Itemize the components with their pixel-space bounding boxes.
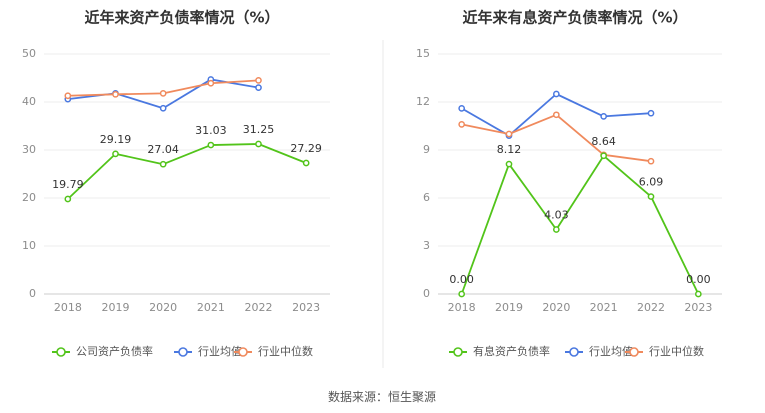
series-line — [460, 154, 700, 295]
data-label: 0.00 — [686, 273, 711, 286]
data-point — [552, 226, 560, 233]
y-tick-label: 10 — [22, 239, 36, 252]
y-tick-label: 15 — [416, 47, 430, 60]
data-label: 6.09 — [639, 176, 664, 189]
data-point — [255, 77, 262, 84]
y-tick-label: 20 — [22, 191, 36, 204]
legend-swatch-marker — [178, 347, 188, 357]
data-point — [159, 104, 167, 112]
data-point — [694, 290, 702, 298]
data-point — [255, 84, 262, 91]
data-point — [159, 160, 167, 168]
legend-swatch-marker — [238, 347, 248, 357]
data-point — [159, 90, 167, 97]
data-point — [552, 111, 560, 119]
data-label: 31.03 — [195, 124, 227, 137]
legend-label: 行业中位数 — [258, 344, 313, 358]
data-point — [302, 159, 310, 167]
data-label: 8.12 — [497, 143, 522, 156]
x-tick-label: 2020 — [542, 301, 570, 314]
x-tick-label: 2023 — [292, 301, 320, 314]
legend-swatch-marker — [569, 347, 579, 357]
legend-swatch-marker — [453, 347, 463, 357]
x-tick-label: 2019 — [495, 301, 523, 314]
data-label: 0.00 — [449, 273, 474, 286]
chart-title: 近年来有息资产负债率情况（%） — [462, 9, 687, 27]
data-point — [112, 90, 119, 98]
y-tick-label: 30 — [22, 143, 36, 156]
data-point — [64, 195, 72, 203]
x-tick-label: 2018 — [448, 301, 476, 314]
data-label: 29.19 — [100, 133, 132, 146]
chart-panel-interest-bearing: 近年来有息资产负债率情况（%） 0 3 6 9 12 15 2018 2019 2020 2021 2… — [416, 9, 722, 358]
data-point — [255, 140, 262, 148]
data-point — [505, 160, 513, 168]
legend-swatch-marker — [56, 347, 66, 357]
x-tick-label: 2022 — [245, 301, 273, 314]
data-point — [600, 113, 608, 120]
data-point — [458, 121, 466, 128]
x-tick-label: 2023 — [684, 301, 712, 314]
legend-swatch-marker — [629, 347, 639, 357]
legend-label: 公司资产负债率 — [76, 344, 153, 358]
data-point — [112, 150, 119, 158]
y-tick-label: 12 — [416, 95, 430, 108]
legend-label: 行业均值 — [589, 345, 633, 358]
y-tick-label: 3 — [423, 239, 430, 252]
data-point — [64, 92, 72, 100]
x-tick-label: 2020 — [149, 301, 177, 314]
chart-panel-asset-liability: 近年来资产负债率情况（%） 0 10 20 30 40 50 2018 2019 2020 2021… — [22, 9, 330, 358]
data-label: 31.25 — [243, 123, 275, 136]
data-label: 27.04 — [147, 143, 179, 156]
y-tick-label: 40 — [22, 95, 36, 108]
y-tick-label: 0 — [29, 287, 36, 300]
data-point — [458, 105, 466, 112]
y-tick-label: 0 — [423, 287, 430, 300]
data-label: 27.29 — [290, 142, 322, 155]
source-note: 数据来源：恒生聚源 — [328, 389, 436, 404]
data-point — [600, 152, 608, 160]
x-tick-label: 2022 — [637, 301, 665, 314]
data-point — [552, 90, 560, 98]
data-point — [207, 79, 215, 87]
data-point — [647, 157, 655, 165]
data-point — [458, 290, 466, 298]
y-tick-label: 9 — [423, 143, 430, 156]
y-tick-label: 6 — [423, 191, 430, 204]
legend-label: 行业中位数 — [649, 344, 704, 358]
legend-label: 行业均值 — [198, 345, 242, 358]
chart-title: 近年来资产负债率情况（%） — [84, 9, 279, 27]
x-tick-label: 2019 — [102, 301, 130, 314]
series-line — [461, 113, 652, 163]
data-label: 8.64 — [591, 135, 616, 148]
data-label: 19.79 — [52, 178, 84, 191]
x-tick-label: 2021 — [197, 301, 225, 314]
data-point — [647, 109, 655, 117]
data-label: 4.03 — [544, 209, 569, 222]
legend-label: 有息资产负债率 — [473, 344, 550, 358]
x-tick-label: 2018 — [54, 301, 82, 314]
x-tick-label: 2021 — [590, 301, 618, 314]
y-tick-label: 50 — [22, 47, 36, 60]
series-line — [67, 143, 307, 200]
data-point — [647, 193, 655, 200]
data-point — [207, 141, 215, 149]
data-point — [505, 130, 513, 138]
